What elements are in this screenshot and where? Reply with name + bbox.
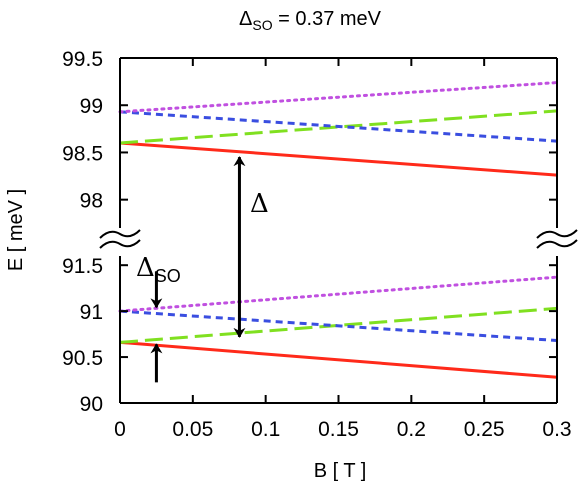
delta-so-subscript: SO	[155, 266, 181, 286]
plot-frame	[119, 57, 558, 404]
upper-series-solid-line	[119, 141, 558, 177]
x-tick-label: 0.2	[397, 418, 426, 441]
y-tick-label: 90	[80, 393, 103, 416]
lower-series-dotted-line	[118, 275, 559, 313]
chart-title-rest: = 0.37 meV	[273, 8, 382, 30]
x-tick-label: 0.25	[464, 418, 505, 441]
x-axis-title: B [ T ]	[314, 460, 367, 482]
chart-title-symbol: Δ	[239, 8, 252, 30]
y-tick-labels: 99.5 99 98.5 98 91.5 91 90.5 90	[62, 48, 103, 416]
x-tick-label: 0.3	[542, 418, 571, 441]
y-tick-label: 98	[80, 190, 103, 213]
lower-panel	[118, 275, 559, 379]
right-break-mark	[536, 239, 578, 249]
right-break-mark	[536, 229, 578, 239]
y-axis-title: E [ meV ]	[5, 189, 27, 271]
x-tick-label: 0.15	[318, 418, 359, 441]
x-tick-label: 0.05	[172, 418, 213, 441]
upper-panel	[118, 81, 559, 177]
axis-break-marks	[99, 229, 578, 249]
upper-series-long-dash-line	[119, 109, 558, 145]
annotations: Δ ΔSO	[136, 156, 269, 383]
delta-so-label: ΔSO	[136, 253, 181, 286]
lower-series-solid-line	[119, 340, 558, 379]
y-tick-label: 99	[80, 95, 103, 118]
y-tick-label: 90.5	[62, 347, 103, 370]
delta-label: Δ	[250, 189, 269, 219]
chart-title-subscript: SO	[252, 17, 272, 33]
y-tick-label: 91.5	[62, 255, 103, 278]
x-tick-label: 0.1	[251, 418, 280, 441]
x-tick-label: 0	[114, 418, 126, 441]
lower-series-long-dash-line	[119, 306, 558, 344]
y-tick-label: 99.5	[62, 48, 103, 71]
left-break-mark	[99, 239, 141, 249]
y-tick-label: 98.5	[62, 142, 103, 165]
left-break-mark	[99, 229, 141, 239]
delta-so-symbol: Δ	[136, 253, 155, 283]
upper-series-short-dash-line	[119, 110, 558, 143]
chart-title: ΔSO = 0.37 meV	[239, 8, 382, 33]
y-tick-label: 91	[80, 301, 103, 324]
upper-series-dotted-line	[118, 81, 559, 114]
x-tick-labels: 0 0.05 0.1 0.15 0.2 0.25 0.3	[114, 418, 571, 441]
lower-series-short-dash-line	[119, 309, 558, 343]
